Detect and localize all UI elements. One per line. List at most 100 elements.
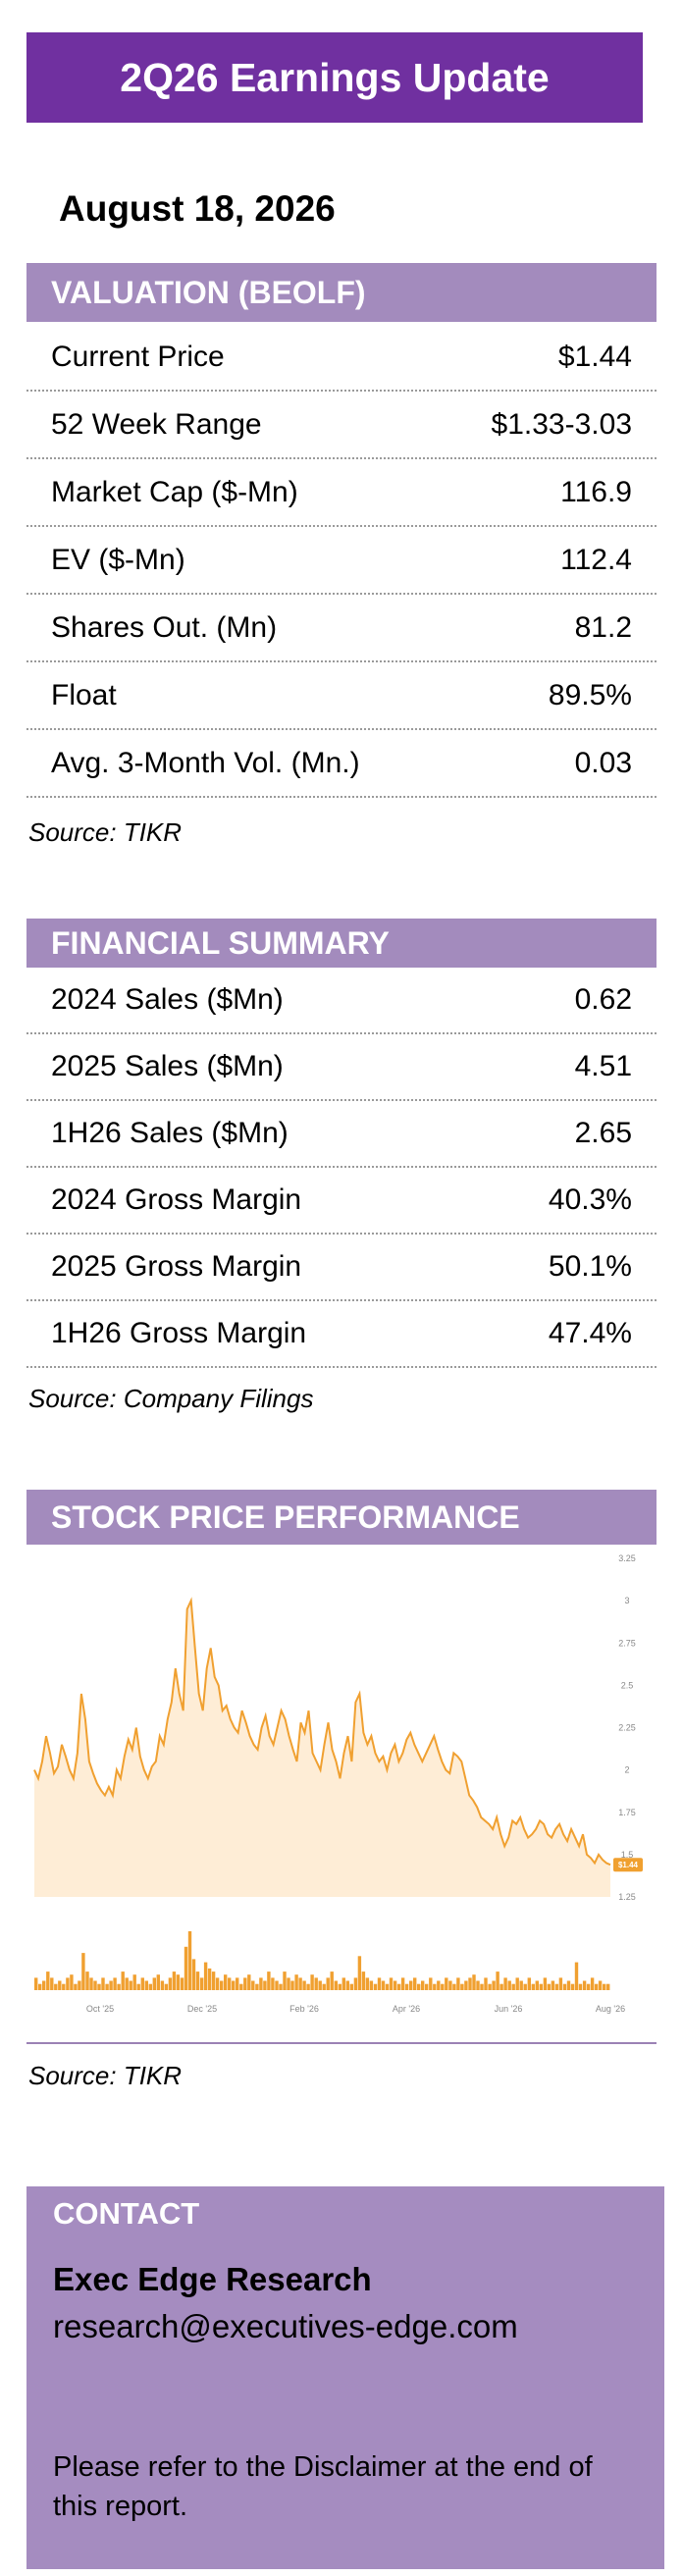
volume-bar	[433, 1983, 437, 1990]
last-price-label: $1.44	[618, 1861, 639, 1869]
volume-bar	[574, 1962, 579, 1990]
volume-bar	[381, 1980, 386, 1990]
volume-bar	[314, 1977, 318, 1990]
volume-bar	[543, 1977, 548, 1990]
volume-bar	[499, 1983, 503, 1990]
volume-bar	[586, 1983, 591, 1990]
volume-bar	[357, 1956, 362, 1990]
volume-bar	[365, 1977, 370, 1990]
volume-bar	[259, 1977, 263, 1990]
y-tick-label: 1.5	[621, 1850, 634, 1860]
volume-bar	[290, 1980, 294, 1990]
last-price-badge	[613, 1858, 643, 1872]
row-label: 2024 Sales ($Mn)	[51, 983, 284, 1016]
volume-bar	[429, 1977, 433, 1990]
volume-bar	[417, 1983, 421, 1990]
volume-bar	[298, 1977, 302, 1990]
volume-bar	[199, 1977, 204, 1990]
table-row: Market Cap ($-Mn) 116.9	[26, 459, 657, 527]
volume-bar	[445, 1977, 448, 1990]
y-tick-label: 3.25	[618, 1553, 636, 1563]
volume-bar	[195, 1971, 200, 1990]
volume-bar	[81, 1953, 85, 1990]
volume-bar	[247, 1974, 251, 1990]
row-value: $1.33-3.03	[491, 407, 632, 441]
x-tick-label: Feb '26	[289, 2004, 319, 2014]
row-value: 116.9	[560, 475, 632, 508]
row-value: 2.65	[574, 1117, 632, 1149]
volume-bar	[224, 1974, 228, 1990]
volume-bar	[271, 1977, 275, 1990]
volume-bar	[488, 1983, 492, 1990]
valuation-heading: VALUATION (BEOLF)	[26, 263, 657, 322]
row-label: 52 Week Range	[51, 407, 262, 441]
y-tick-label: 1.25	[618, 1892, 636, 1902]
volume-bar	[603, 1983, 606, 1990]
row-label: 2025 Sales ($Mn)	[51, 1050, 284, 1082]
contact-box: CONTACT Exec Edge Research research@exec…	[26, 2186, 664, 2569]
contact-name: Exec Edge Research	[53, 2261, 372, 2297]
volume-bar	[472, 1974, 476, 1990]
volume-bar	[566, 1980, 571, 1990]
contact-heading: CONTACT	[53, 2196, 200, 2231]
volume-bar	[184, 1946, 188, 1990]
row-value: 50.1%	[548, 1250, 632, 1283]
volume-bar	[236, 1977, 239, 1990]
volume-bar	[373, 1983, 378, 1990]
volume-bar	[255, 1983, 259, 1990]
row-label: Market Cap ($-Mn)	[51, 475, 298, 508]
volume-bar	[515, 1977, 519, 1990]
volume-bar	[287, 1977, 290, 1990]
volume-bar	[503, 1977, 507, 1990]
volume-bar	[598, 1980, 603, 1990]
y-tick-label: 3	[624, 1596, 629, 1605]
volume-bar	[152, 1977, 156, 1990]
price-line	[33, 1597, 611, 1866]
volume-bar	[582, 1980, 587, 1990]
volume-bar	[50, 1977, 54, 1990]
volume-bar	[396, 1983, 401, 1990]
volume-bar	[207, 1968, 212, 1990]
volume-bar	[547, 1983, 552, 1990]
volume-bar	[507, 1980, 511, 1990]
volume-bar	[334, 1980, 338, 1990]
volume-bar	[66, 1977, 70, 1990]
volume-bar	[558, 1977, 563, 1990]
contact-email-link[interactable]: research@executives-edge.com	[53, 2308, 518, 2344]
table-row: Shares Out. (Mn) 81.2	[26, 595, 657, 662]
row-label: 2024 Gross Margin	[51, 1183, 302, 1216]
price-area	[34, 1601, 610, 1897]
volume-bar	[448, 1980, 452, 1990]
disclaimer-note: Please refer to the Disclaimer at the en…	[53, 2451, 593, 2522]
volume-bar	[551, 1980, 555, 1990]
y-tick-label: 2.75	[618, 1638, 636, 1648]
table-row: 52 Week Range $1.33-3.03	[26, 392, 657, 459]
volume-bar	[476, 1980, 480, 1990]
stock-source: Source: TIKR	[28, 2061, 183, 2090]
financial-source: Source: Company Filings	[28, 1384, 314, 1413]
volume-bar	[404, 1983, 409, 1990]
volume-bar	[400, 1977, 405, 1990]
volume-bar	[393, 1980, 397, 1990]
volume-bar	[413, 1977, 417, 1990]
volume-bar	[113, 1977, 117, 1990]
valuation-table: Current Price $1.44 52 Week Range $1.33-3.…	[26, 324, 657, 798]
volume-bar	[409, 1980, 413, 1990]
row-label: EV ($-Mn)	[51, 543, 185, 576]
volume-bar	[570, 1983, 575, 1990]
volume-bar	[144, 1980, 148, 1990]
volume-bar	[58, 1980, 62, 1990]
volume-bar	[70, 1974, 74, 1990]
volume-bar	[385, 1983, 390, 1990]
volume-bar	[263, 1980, 267, 1990]
financial-table: 2024 Sales ($Mn) 0.62 2025 Sales ($Mn) 4.5…	[26, 968, 657, 1368]
volume-bar	[191, 1959, 196, 1990]
stock-chart: 1.25 1.5 1.75 2 2.25 2.5 2.75 3 3.25 $1.44 Oct '25…	[26, 1539, 657, 2049]
table-row: 2025 Sales ($Mn) 4.51	[26, 1034, 657, 1101]
stock-heading: STOCK PRICE PERFORMANCE	[26, 1490, 657, 1545]
volume-bar	[511, 1983, 515, 1990]
volume-bar	[279, 1983, 283, 1990]
row-label: Float	[51, 678, 117, 711]
volume-bar	[117, 1983, 121, 1990]
volume-bar	[578, 1983, 583, 1990]
